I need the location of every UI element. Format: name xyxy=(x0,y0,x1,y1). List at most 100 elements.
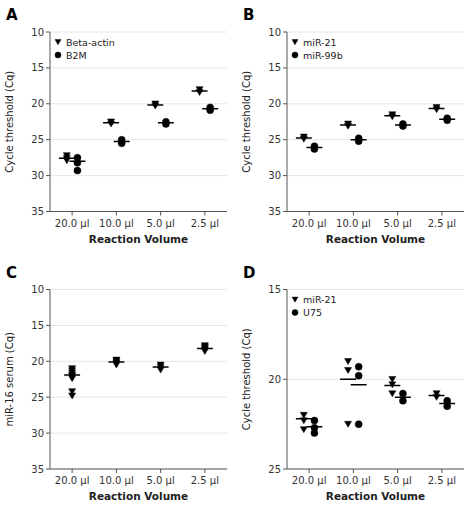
y-tick xyxy=(46,469,50,470)
grid-line xyxy=(50,469,227,470)
legend-marker xyxy=(292,297,298,302)
mean-line xyxy=(59,158,75,160)
x-tick-label: 20.0 μl xyxy=(55,475,90,486)
y-tick xyxy=(283,289,287,290)
x-tick xyxy=(309,212,310,216)
data-point xyxy=(157,367,164,373)
data-point xyxy=(345,421,352,427)
data-point xyxy=(355,363,362,370)
mean-line xyxy=(306,147,322,149)
y-tick-label: 35 xyxy=(31,206,44,217)
mean-line xyxy=(114,141,130,143)
mean-line xyxy=(192,90,208,92)
grid-line xyxy=(287,32,464,33)
y-tick xyxy=(46,361,50,362)
x-tick xyxy=(441,469,442,473)
data-point xyxy=(74,159,81,166)
grid-line xyxy=(287,211,464,212)
y-tick xyxy=(283,32,287,33)
data-point xyxy=(74,167,81,174)
grid-line xyxy=(50,175,227,176)
x-axis xyxy=(287,469,464,470)
y-tick xyxy=(46,139,50,140)
panel-label: C xyxy=(6,264,17,282)
y-tick-label: 25 xyxy=(268,464,281,475)
x-axis-label: Reaction Volume xyxy=(326,490,425,502)
plot-area xyxy=(296,359,455,437)
mean-line xyxy=(296,137,312,139)
mean-line xyxy=(64,374,80,376)
data-point xyxy=(345,123,352,129)
grid-line xyxy=(50,289,227,290)
x-tick xyxy=(116,469,117,473)
x-tick-label: 2.5 μl xyxy=(428,218,456,229)
x-tick xyxy=(353,469,354,473)
y-tick-label: 20 xyxy=(31,356,44,367)
y-tick xyxy=(283,379,287,380)
y-axis xyxy=(287,290,288,470)
y-tick-label: 30 xyxy=(268,170,281,181)
y-axis xyxy=(50,290,51,470)
x-tick xyxy=(397,469,398,473)
data-point xyxy=(300,412,307,418)
y-tick xyxy=(46,211,50,212)
data-point xyxy=(444,117,451,124)
y-tick-label: 25 xyxy=(268,134,281,145)
x-tick-label: 10.0 μl xyxy=(336,218,371,229)
y-tick xyxy=(283,103,287,104)
legend: miR-21U75 xyxy=(292,294,337,318)
legend: miR-21miR-99b xyxy=(292,37,343,61)
data-point xyxy=(162,120,169,127)
grid-line xyxy=(287,175,464,176)
mean-line xyxy=(429,108,445,110)
y-tick-label: 20 xyxy=(31,98,44,109)
panel: 10152025303520.0 μl10.0 μl5.0 μl2.5 μlRe… xyxy=(4,264,227,503)
x-tick-label: 5.0 μl xyxy=(384,475,412,486)
y-tick xyxy=(46,325,50,326)
x-axis-label: Reaction Volume xyxy=(89,490,188,502)
x-tick-label: 5.0 μl xyxy=(147,218,175,229)
data-point xyxy=(399,123,406,130)
data-point xyxy=(399,390,406,397)
x-axis xyxy=(287,211,464,212)
y-tick-label: 30 xyxy=(31,428,44,439)
x-tick xyxy=(72,469,73,473)
mean-line xyxy=(296,418,312,420)
data-point xyxy=(300,427,307,433)
grid-line xyxy=(287,469,464,470)
mean-line xyxy=(351,139,367,141)
grid-line xyxy=(287,289,464,290)
mean-line xyxy=(384,385,400,387)
y-axis-label: miR-16 serum (Cq) xyxy=(4,332,15,427)
mean-line xyxy=(147,104,163,106)
panel: 15202520.0 μl10.0 μl5.0 μl2.5 μlmiR-21U7… xyxy=(241,264,464,503)
y-tick-label: 15 xyxy=(268,62,281,73)
x-axis xyxy=(50,211,227,212)
y-tick-label: 20 xyxy=(268,374,281,385)
y-axis-label: Cycle threshold (Cq) xyxy=(241,328,252,430)
grid-line xyxy=(50,361,227,362)
x-tick xyxy=(397,212,398,216)
data-point xyxy=(311,430,318,437)
y-tick-label: 25 xyxy=(31,392,44,403)
x-tick xyxy=(204,469,205,473)
grid-line xyxy=(50,139,227,140)
y-tick xyxy=(283,67,287,68)
data-point xyxy=(311,146,318,153)
y-axis-label: Cycle threshold (Cq) xyxy=(4,71,15,173)
grid-line xyxy=(50,325,227,326)
data-point xyxy=(201,348,208,354)
y-tick-label: 10 xyxy=(268,27,281,38)
data-point xyxy=(69,376,76,382)
x-tick xyxy=(204,212,205,216)
data-point xyxy=(207,107,214,114)
y-tick xyxy=(283,175,287,176)
x-tick xyxy=(72,212,73,216)
grid-line xyxy=(50,397,227,398)
x-tick xyxy=(353,212,354,216)
y-tick-label: 10 xyxy=(31,27,44,38)
legend-marker xyxy=(292,40,298,45)
y-tick-label: 30 xyxy=(31,170,44,181)
legend-marker xyxy=(55,40,61,45)
x-tick-label: 20.0 μl xyxy=(55,218,90,229)
